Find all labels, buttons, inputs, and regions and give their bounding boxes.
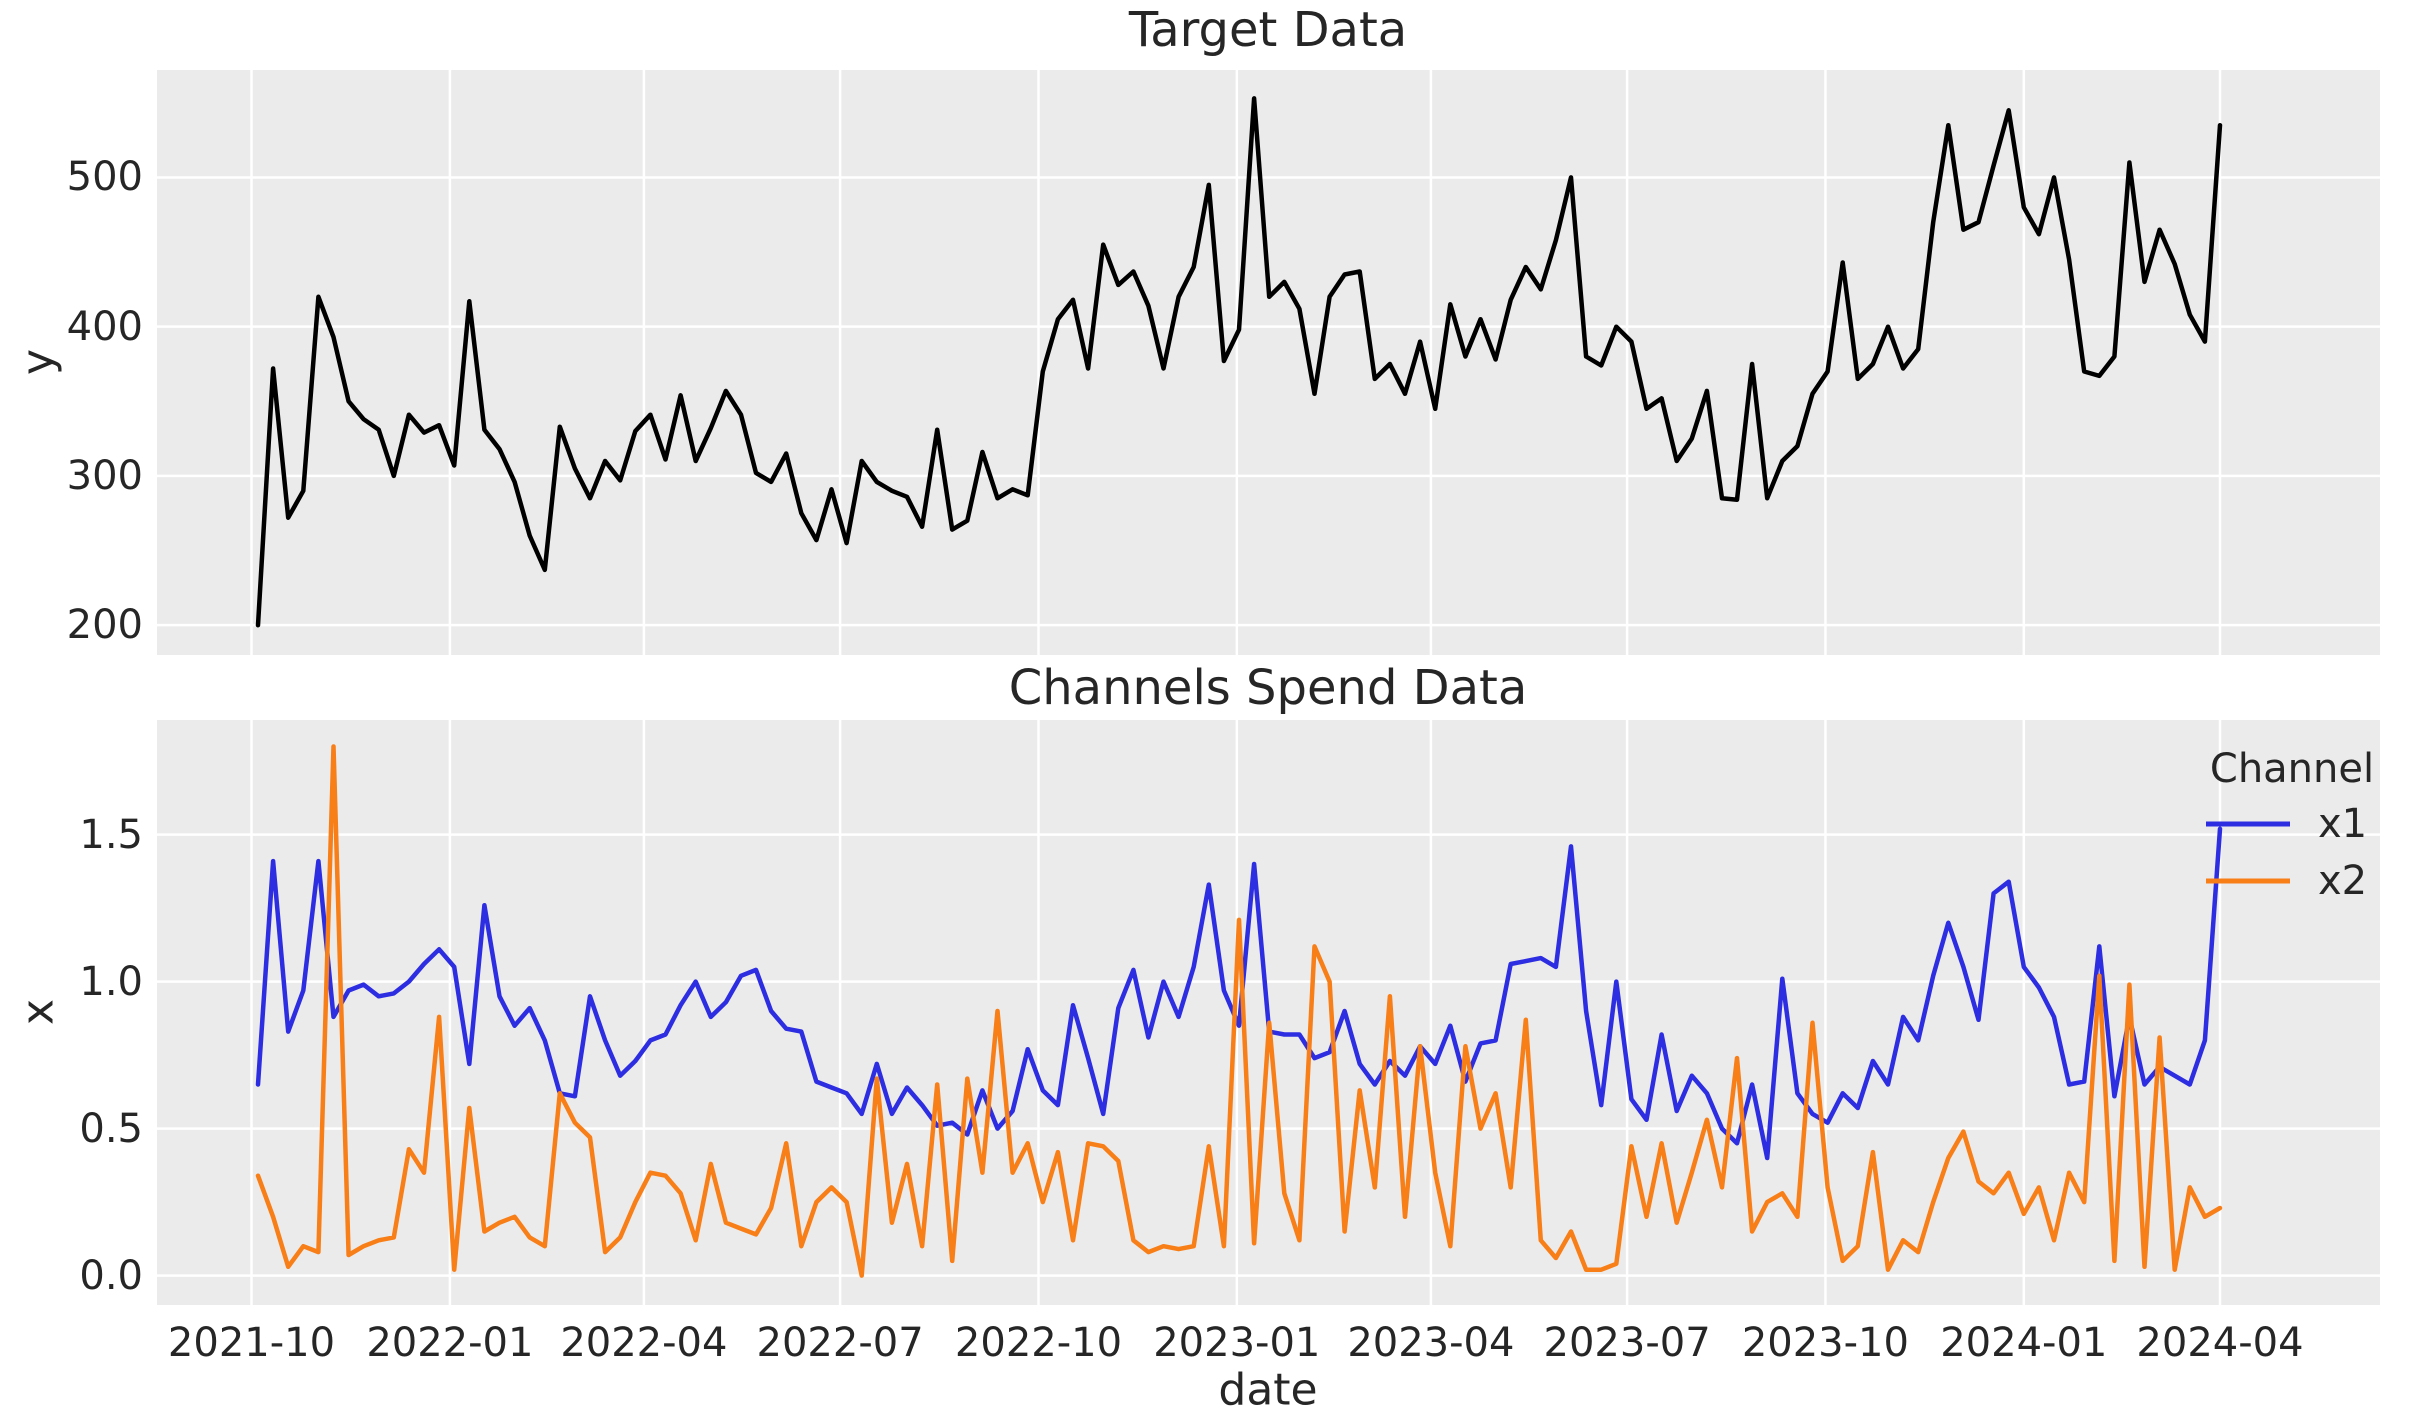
x-tick-label: 2023-10 <box>1741 1320 1909 1366</box>
x2-series-line <box>255 744 2223 1278</box>
y-tick-label: 500 <box>66 154 143 201</box>
bottom-chart-title: Channels Spend Data <box>1008 660 1528 716</box>
legend-line-x2 <box>2206 878 2290 884</box>
y-tick-label: 0.0 <box>79 1252 143 1299</box>
top-y-axis-label: y <box>12 348 64 376</box>
legend-label-x1: x1 <box>2318 801 2368 847</box>
top-chart-title: Target Data <box>1128 2 1408 58</box>
y-tick-label: 300 <box>66 452 143 499</box>
bottom-y-axis-label: x <box>12 998 64 1026</box>
y-tick-label: 400 <box>66 303 143 350</box>
y-tick-label: 200 <box>66 602 143 649</box>
legend-line-x1 <box>2206 821 2290 827</box>
legend-title: Channel <box>2209 746 2375 792</box>
x-tick-label: 2022-10 <box>954 1320 1123 1366</box>
top-plot-area <box>157 70 2380 655</box>
x-tick-label: 2023-04 <box>1347 1320 1515 1366</box>
x-tick-label: 2024-01 <box>1940 1320 2108 1366</box>
y-tick-label: 1.5 <box>79 811 143 858</box>
y-series-line <box>255 96 2223 628</box>
x-tick-label: 2024-04 <box>2136 1320 2304 1366</box>
x1-series-line <box>255 826 2223 1161</box>
x-tick-label: 2021-10 <box>167 1320 336 1366</box>
y-tick-label: 1.0 <box>79 958 143 1005</box>
x-tick-label: 2022-04 <box>560 1320 728 1366</box>
x-tick-label: 2022-01 <box>366 1320 534 1366</box>
x-tick-label: 2022-07 <box>756 1320 924 1366</box>
x-tick-label: 2023-01 <box>1153 1320 1321 1366</box>
x-axis-label: date <box>1218 1364 1318 1416</box>
y-tick-label: 0.5 <box>79 1105 143 1152</box>
x-tick-label: 2023-07 <box>1543 1320 1711 1366</box>
legend-label-x2: x2 <box>2318 858 2368 904</box>
